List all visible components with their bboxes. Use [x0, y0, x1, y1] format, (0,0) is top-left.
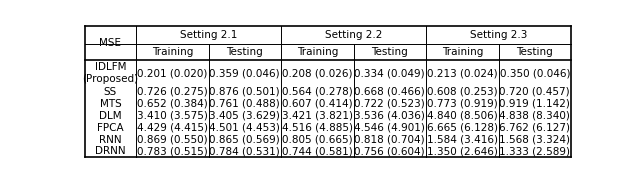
Text: 0.773 (0.919): 0.773 (0.919): [427, 99, 498, 109]
Text: Setting 2.2: Setting 2.2: [325, 30, 382, 40]
Text: 4.838 (8.340): 4.838 (8.340): [499, 111, 570, 121]
Text: 0.756 (0.604): 0.756 (0.604): [355, 147, 425, 156]
Text: DLM: DLM: [99, 111, 122, 121]
Text: Testing: Testing: [371, 47, 408, 57]
Text: 0.359 (0.046): 0.359 (0.046): [209, 68, 280, 78]
Text: 4.429 (4.415): 4.429 (4.415): [137, 123, 208, 133]
Text: 0.652 (0.384): 0.652 (0.384): [137, 99, 207, 109]
Text: Testing: Testing: [516, 47, 553, 57]
Text: 0.919 (1.142): 0.919 (1.142): [499, 99, 570, 109]
Text: 0.334 (0.049): 0.334 (0.049): [355, 68, 425, 78]
Text: Training: Training: [296, 47, 338, 57]
Text: 0.564 (0.278): 0.564 (0.278): [282, 87, 353, 97]
Text: DRNN: DRNN: [95, 147, 126, 156]
Text: 3.405 (3.629): 3.405 (3.629): [209, 111, 280, 121]
Text: 0.726 (0.275): 0.726 (0.275): [137, 87, 207, 97]
Text: 3.536 (4.036): 3.536 (4.036): [355, 111, 425, 121]
Text: 4.501 (4.453): 4.501 (4.453): [209, 123, 280, 133]
Text: 0.865 (0.569): 0.865 (0.569): [209, 135, 280, 145]
Text: Setting 2.1: Setting 2.1: [180, 30, 237, 40]
Text: 0.213 (0.024): 0.213 (0.024): [427, 68, 497, 78]
Text: Training: Training: [442, 47, 483, 57]
Text: 1.350 (2.646): 1.350 (2.646): [427, 147, 498, 156]
Text: FPCA: FPCA: [97, 123, 124, 133]
Text: 0.608 (0.253): 0.608 (0.253): [427, 87, 497, 97]
Text: RNN: RNN: [99, 135, 122, 145]
Text: 0.805 (0.665): 0.805 (0.665): [282, 135, 353, 145]
Text: 3.410 (3.575): 3.410 (3.575): [137, 111, 208, 121]
Text: 4.840 (8.506): 4.840 (8.506): [427, 111, 498, 121]
Text: 0.607 (0.414): 0.607 (0.414): [282, 99, 353, 109]
Text: 0.744 (0.581): 0.744 (0.581): [282, 147, 353, 156]
Text: 0.876 (0.501): 0.876 (0.501): [209, 87, 280, 97]
Text: 4.546 (4.901): 4.546 (4.901): [355, 123, 425, 133]
Text: 0.818 (0.704): 0.818 (0.704): [355, 135, 425, 145]
Text: 3.421 (3.821): 3.421 (3.821): [282, 111, 353, 121]
Text: 6.762 (6.127): 6.762 (6.127): [499, 123, 570, 133]
Text: 0.784 (0.531): 0.784 (0.531): [209, 147, 280, 156]
Text: 1.584 (3.416): 1.584 (3.416): [427, 135, 498, 145]
Text: 0.201 (0.020): 0.201 (0.020): [137, 68, 207, 78]
Text: 0.761 (0.488): 0.761 (0.488): [209, 99, 280, 109]
Text: 0.350 (0.046): 0.350 (0.046): [500, 68, 570, 78]
Text: SS: SS: [104, 87, 117, 97]
Text: Training: Training: [152, 47, 193, 57]
Text: 1.333 (2.589): 1.333 (2.589): [499, 147, 570, 156]
Text: Testing: Testing: [227, 47, 263, 57]
Text: MSE: MSE: [99, 38, 122, 48]
Text: 0.208 (0.026): 0.208 (0.026): [282, 68, 353, 78]
Text: MTS: MTS: [100, 99, 122, 109]
Text: 6.665 (6.128): 6.665 (6.128): [427, 123, 498, 133]
Text: 0.783 (0.515): 0.783 (0.515): [137, 147, 207, 156]
Text: Setting 2.3: Setting 2.3: [470, 30, 527, 40]
Text: IDLFM
(Proposed): IDLFM (Proposed): [83, 62, 138, 84]
Text: 0.720 (0.457): 0.720 (0.457): [499, 87, 570, 97]
Text: 0.668 (0.466): 0.668 (0.466): [355, 87, 425, 97]
Text: 4.516 (4.885): 4.516 (4.885): [282, 123, 353, 133]
Text: 1.568 (3.324): 1.568 (3.324): [499, 135, 570, 145]
Text: 0.722 (0.523): 0.722 (0.523): [355, 99, 425, 109]
Text: 0.869 (0.550): 0.869 (0.550): [137, 135, 207, 145]
